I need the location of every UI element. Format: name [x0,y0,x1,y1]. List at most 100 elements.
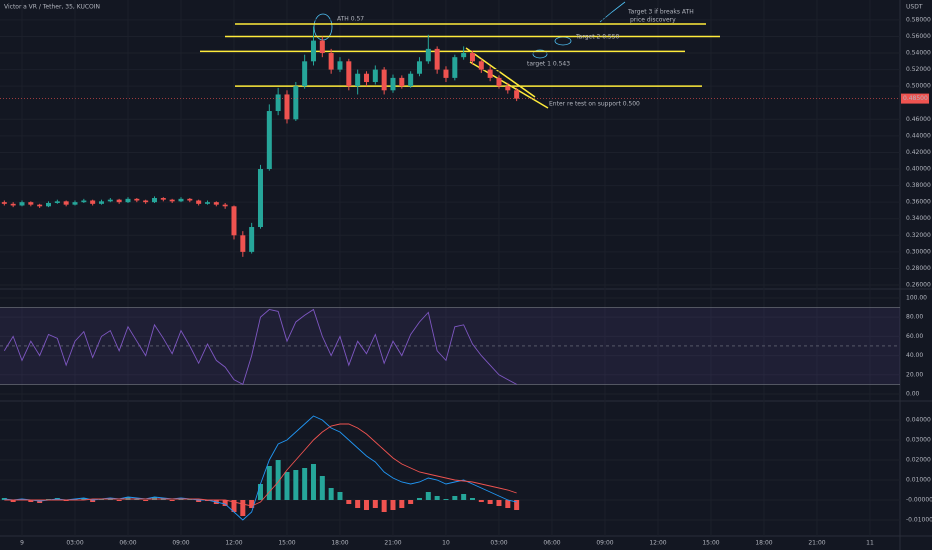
histogram-bar [434,496,440,500]
candle-body [160,198,166,200]
histogram-bar [275,460,281,500]
candle-body [213,202,219,205]
y-tick-label: 0.46000 [906,116,931,123]
candle-body [302,61,308,87]
candle-body [37,204,43,207]
candle-body [319,40,325,54]
annotation: Target 3 if breaks ATH [627,9,694,16]
candle-body [478,61,484,70]
y-tick-label: 0.02000 [906,457,931,464]
rsi-line [3,308,517,386]
histogram-bar [98,499,104,500]
histogram-bar [72,499,78,500]
histogram-bar [187,499,193,500]
annotation: target 1 0.543 [527,61,570,68]
histogram-bar [399,500,405,508]
histogram-bar [319,476,325,500]
candle-body [231,206,237,236]
candle-body [416,61,422,74]
histogram-bar [134,499,140,500]
candle-body [98,201,104,204]
y-tick-label: 20.00 [906,371,923,378]
x-tick-label: 15:00 [278,540,295,547]
histogram-bar [151,497,157,500]
histogram-bar [125,497,131,500]
candle-body [275,94,281,112]
y-tick-label: 0.34000 [906,215,931,222]
candle-body [425,48,431,62]
candle-body [54,201,60,203]
candle-body [125,198,131,203]
y-tick-label: 0.00 [906,390,920,397]
histogram-bar [143,500,149,501]
candle-body [505,86,511,91]
y-tick-label: 100.00 [906,294,927,301]
candle-body [372,69,378,83]
candle-body [187,198,193,201]
x-tick-label: 06:00 [543,540,560,547]
candle-body [116,199,122,203]
annotation: ATH 0.57 [337,16,364,23]
histogram-bar [249,500,255,508]
histogram-bar [487,500,493,504]
histogram-bar [416,498,422,500]
y-tick-label: 0.42000 [906,149,931,156]
histogram-bar [372,500,378,508]
y-tick-label: 0.28000 [906,265,931,272]
candle-body [266,111,272,170]
candle-body [1,202,7,204]
y-tick-label: 0.56000 [906,33,931,40]
candle-body [178,198,184,202]
candle-body [443,69,449,78]
last-price-label: 0.48500 [903,95,928,102]
y-tick-label: 0.32000 [906,232,931,239]
candle-body [204,202,210,204]
candle-body [461,53,467,58]
last-price-box [901,93,929,104]
histogram-bar [302,468,308,500]
candle-body [293,86,299,120]
candle-body [408,73,414,87]
histogram-bar [381,500,387,512]
x-tick-label: 12:00 [649,540,666,547]
x-tick-label: 12:00 [225,540,242,547]
y-tick-label: 0.26000 [906,282,931,289]
x-tick-label: 9 [20,540,24,547]
y-tick-label: -0.00000 [906,497,932,504]
y-tick-label: 80.00 [906,314,923,321]
highlight-circle [532,49,548,59]
annotation: Enter re test on support 0.500 [549,101,640,108]
candle-body [337,61,343,70]
candle-body [151,198,157,203]
y-tick-label: 0.40000 [906,166,931,173]
y-tick-label: 0.30000 [906,248,931,255]
annotation: Target 2 0.550 [575,34,620,41]
candle-body [487,69,493,78]
candle-body [399,77,405,87]
x-tick-label: 21:00 [384,540,401,547]
candle-body [90,200,96,204]
candle-body [196,200,202,204]
y-tick-label: 0.44000 [906,132,931,139]
annotation: price discovery [630,17,676,24]
x-tick-label: 15:00 [702,540,719,547]
histogram-bar [328,488,334,500]
candle-body [249,227,255,252]
histogram-bar [81,498,87,500]
histogram-bar [355,500,361,508]
candle-body [381,69,387,91]
histogram-bar [390,500,396,510]
candle-body [434,48,440,70]
histogram-bar [222,500,228,506]
histogram-bar [346,500,352,504]
candle-body [169,199,175,202]
x-tick-label: 03:00 [66,540,83,547]
histogram-bar [257,484,263,500]
candle-body [346,61,352,87]
y-tick-label: 0.38000 [906,182,931,189]
histogram-bar [204,500,210,501]
y-tick-label: 0.36000 [906,199,931,206]
histogram-bar [469,498,475,500]
